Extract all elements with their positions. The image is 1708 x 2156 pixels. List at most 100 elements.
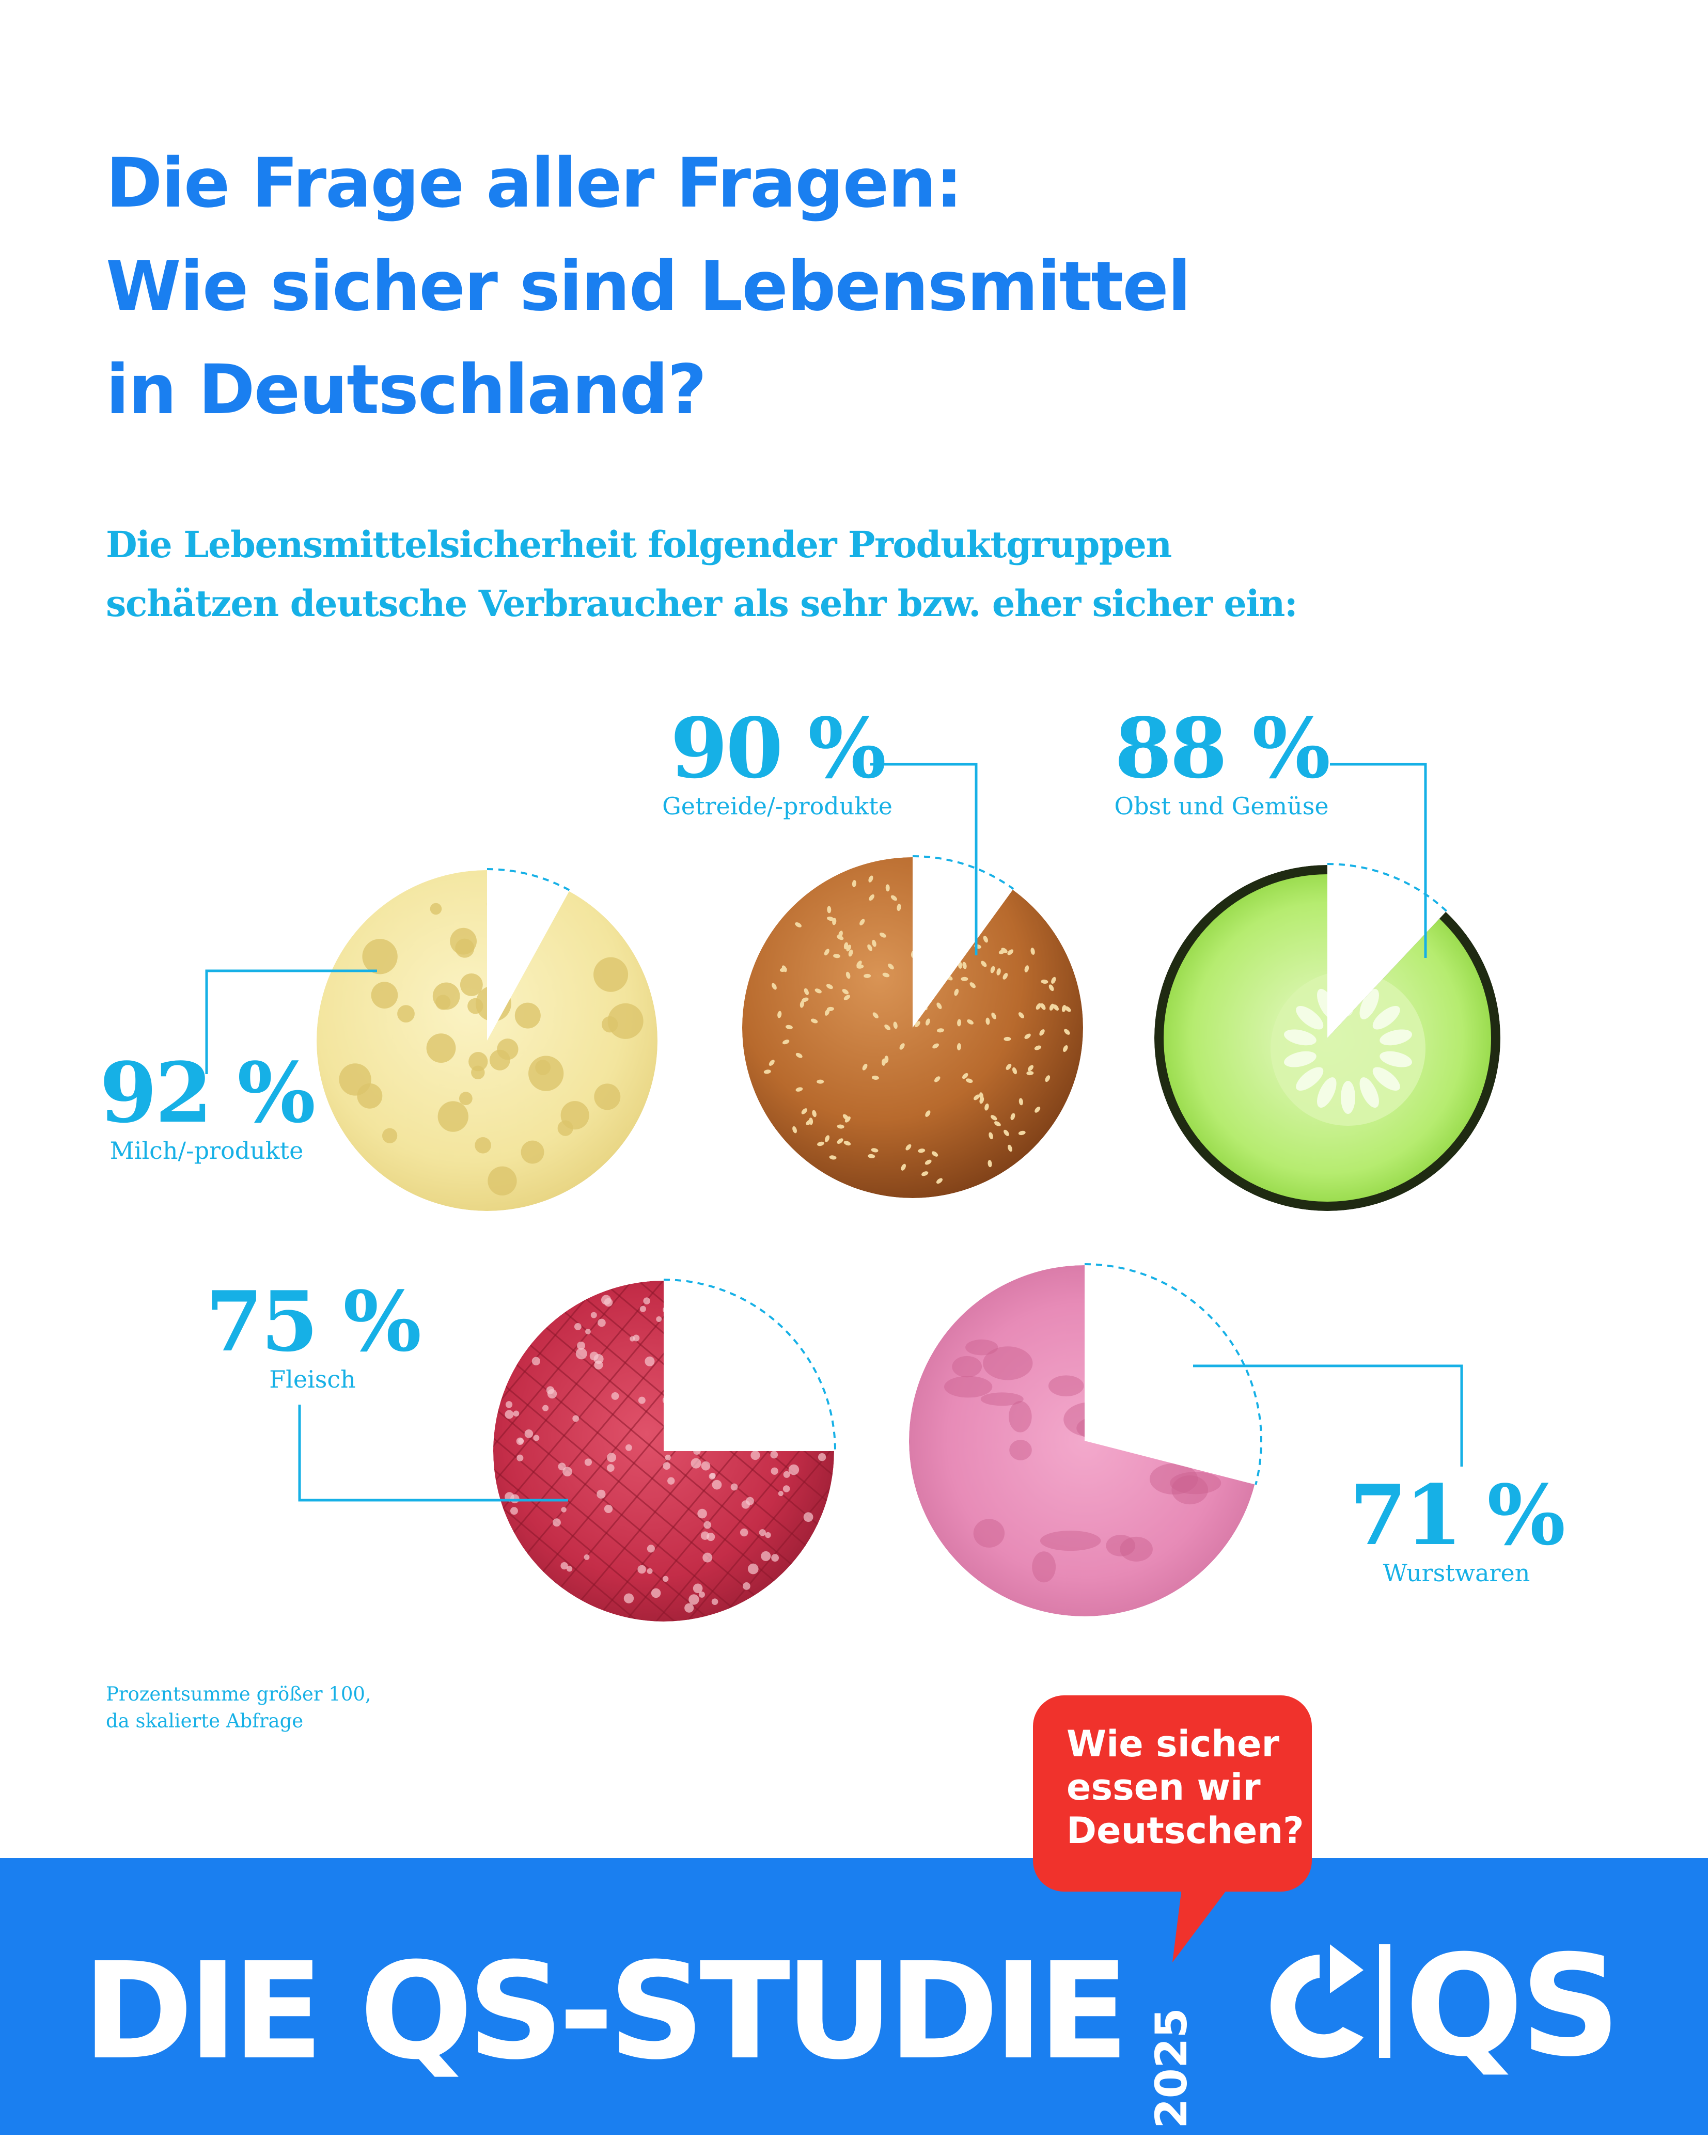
sesame-seed bbox=[1040, 1003, 1046, 1010]
cheese-hole bbox=[607, 1003, 644, 1039]
sesame-seed bbox=[806, 1119, 812, 1125]
sesame-seed bbox=[842, 989, 849, 995]
sesame-seed bbox=[979, 1092, 984, 1100]
fat-speck bbox=[645, 1356, 655, 1366]
fat-speck bbox=[743, 1582, 750, 1590]
leader-line bbox=[298, 1405, 568, 1502]
sesame-seed bbox=[947, 958, 953, 966]
fat-speck bbox=[730, 1483, 738, 1491]
sesame-seed bbox=[882, 1058, 886, 1066]
fat-speck bbox=[606, 1464, 615, 1472]
cheese-hole bbox=[601, 1016, 618, 1033]
sesame-seed bbox=[824, 949, 829, 956]
bubble-line-2: essen wir bbox=[1067, 1766, 1261, 1808]
sesame-seed bbox=[957, 1019, 962, 1027]
sausage-marbling bbox=[1009, 1440, 1032, 1460]
fat-speck bbox=[505, 1401, 513, 1408]
sesame-seed bbox=[1018, 1130, 1026, 1136]
pie-fill bbox=[909, 1265, 1255, 1616]
qs-cycle-arrow-icon bbox=[1271, 1944, 1390, 2058]
sesame-seed bbox=[824, 1135, 830, 1142]
sesame-seed bbox=[927, 936, 933, 943]
sesame-seed bbox=[882, 972, 890, 978]
sesame-seed bbox=[792, 1126, 797, 1134]
sausage-marbling bbox=[1170, 1472, 1221, 1494]
fat-speck bbox=[738, 1410, 746, 1419]
cheese-hole bbox=[397, 1005, 415, 1022]
fat-speck bbox=[698, 1591, 705, 1598]
sausage-marbling bbox=[983, 1346, 1033, 1380]
sesame-seed bbox=[901, 1163, 906, 1171]
sesame-seed bbox=[1018, 1098, 1023, 1106]
fat-speck bbox=[647, 1568, 653, 1574]
sesame-seed bbox=[936, 1002, 942, 1010]
fat-speck bbox=[747, 1354, 758, 1365]
sesame-seed bbox=[888, 964, 894, 970]
fat-speck bbox=[643, 1297, 650, 1304]
title-line-3: in Deutschland? bbox=[106, 350, 707, 430]
fat-speck bbox=[693, 1447, 701, 1455]
sesame-seed bbox=[772, 983, 777, 990]
fat-speck bbox=[584, 1554, 590, 1560]
sausage-marbling bbox=[965, 1339, 998, 1356]
cheese-hole bbox=[437, 1101, 468, 1132]
cheese-hole bbox=[362, 939, 398, 974]
subtitle-line-2: schätzen deutsche Verbraucher als sehr b… bbox=[106, 582, 1298, 625]
sesame-seed bbox=[989, 1132, 993, 1140]
fat-speck bbox=[818, 1453, 826, 1461]
sesame-seed bbox=[826, 984, 833, 989]
fat-speck bbox=[585, 1329, 591, 1334]
footnote: Prozentsumme größer 100, da skalierte Ab… bbox=[106, 1681, 371, 1735]
sesame-seed bbox=[1039, 1029, 1045, 1036]
fat-speck bbox=[747, 1421, 755, 1430]
fat-speck bbox=[684, 1603, 694, 1613]
sesame-seed bbox=[1002, 973, 1008, 980]
fat-speck bbox=[791, 1412, 800, 1420]
cheese-hole bbox=[467, 998, 483, 1014]
fat-speck bbox=[651, 1588, 661, 1598]
sausage-marbling bbox=[1048, 1375, 1084, 1397]
sesame-seed bbox=[1018, 1012, 1024, 1018]
fat-speck bbox=[782, 1360, 794, 1372]
fat-speck bbox=[708, 1322, 719, 1333]
fat-speck bbox=[783, 1471, 790, 1478]
sesame-seed bbox=[763, 1069, 771, 1074]
cheese-hole bbox=[459, 1092, 473, 1106]
fat-speck bbox=[722, 1376, 731, 1385]
page-subtitle: Die Lebensmittelsicherheit folgender Pro… bbox=[106, 515, 1298, 633]
fat-speck bbox=[706, 1390, 712, 1396]
fat-speck bbox=[712, 1480, 722, 1490]
sesame-seed bbox=[990, 966, 995, 973]
cheese-hole bbox=[426, 1033, 456, 1063]
fat-speck bbox=[524, 1429, 534, 1438]
sesame-seed bbox=[837, 1124, 844, 1129]
sesame-seed bbox=[946, 924, 950, 932]
pie-slice-cucumber bbox=[1154, 865, 1500, 1211]
pie-slice-minced-meat bbox=[493, 1281, 834, 1622]
sesame-seed bbox=[859, 919, 865, 925]
fat-speck bbox=[584, 1458, 592, 1466]
sesame-seed bbox=[769, 1060, 775, 1066]
sesame-seed bbox=[1048, 984, 1054, 992]
fat-speck bbox=[730, 1311, 737, 1317]
sesame-seed bbox=[996, 968, 1001, 975]
sesame-seed bbox=[899, 1043, 905, 1050]
sesame-seed bbox=[827, 906, 832, 914]
fat-speck bbox=[700, 1531, 710, 1540]
sesame-seed bbox=[934, 1076, 941, 1082]
fat-speck bbox=[510, 1507, 518, 1515]
sesame-seed bbox=[1041, 979, 1048, 984]
pct-label: 71 % bbox=[1350, 1467, 1564, 1564]
sesame-seed bbox=[991, 1115, 997, 1121]
sesame-seed bbox=[843, 995, 851, 1000]
sesame-seed bbox=[944, 880, 951, 886]
footer-year: 2025 bbox=[1146, 2008, 1197, 2129]
sausage-marbling bbox=[1169, 1386, 1204, 1419]
sesame-seed bbox=[893, 1021, 898, 1029]
pie-slice-sausage bbox=[909, 1265, 1255, 1616]
fat-speck bbox=[750, 1451, 760, 1460]
fat-speck bbox=[562, 1467, 572, 1477]
fat-speck bbox=[611, 1392, 619, 1400]
sesame-seed bbox=[988, 1160, 992, 1168]
cucumber-seed bbox=[1284, 1029, 1317, 1046]
